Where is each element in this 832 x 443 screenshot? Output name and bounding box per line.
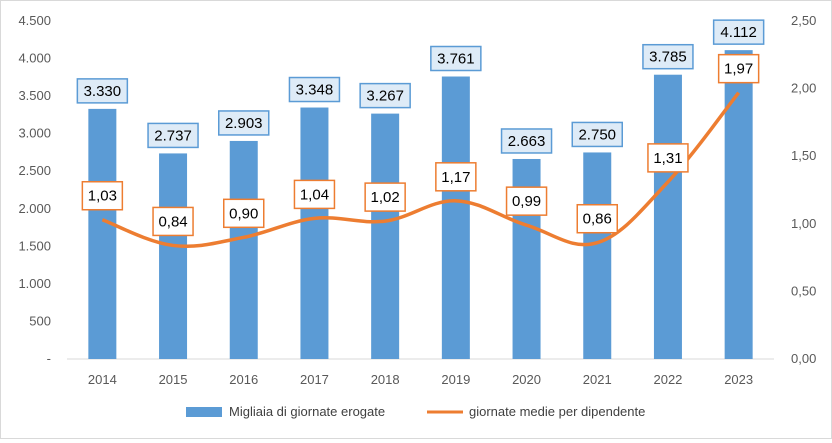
left-tick-label: 2.000 xyxy=(18,201,51,216)
line-series xyxy=(102,93,739,247)
line-label: 1,97 xyxy=(724,61,753,78)
left-tick-label: - xyxy=(47,351,51,366)
bar xyxy=(442,77,470,359)
left-tick-label: 3.000 xyxy=(18,126,51,141)
x-tick-label: 2017 xyxy=(300,372,329,387)
line-label: 1,17 xyxy=(441,169,470,186)
right-axis: 0,00 0,50 1,00 1,50 2,00 2,50 xyxy=(791,13,816,366)
bar xyxy=(300,108,328,359)
bar-label: 3.785 xyxy=(649,49,687,66)
bar-label: 4.112 xyxy=(720,24,756,41)
left-tick-label: 500 xyxy=(29,313,51,328)
legend-label-line: giornate medie per dipendente xyxy=(469,404,645,419)
bar-label: 3.348 xyxy=(296,82,334,99)
line-path xyxy=(102,93,738,247)
bar xyxy=(654,75,682,359)
bar xyxy=(583,152,611,359)
right-tick-label: 1,50 xyxy=(791,148,816,163)
line-label: 1,04 xyxy=(300,186,329,203)
legend-label-bars: Migliaia di giornate erogate xyxy=(229,404,385,419)
bar xyxy=(88,109,116,359)
x-tick-label: 2018 xyxy=(371,372,400,387)
line-label: 0,99 xyxy=(512,193,541,210)
line-label: 1,31 xyxy=(653,150,682,167)
x-tick-label: 2020 xyxy=(512,372,541,387)
left-tick-label: 4.500 xyxy=(18,13,51,28)
right-tick-label: 0,00 xyxy=(791,351,816,366)
bar-label: 3.330 xyxy=(84,83,122,100)
bar xyxy=(725,50,753,359)
line-label: 0,90 xyxy=(229,205,258,222)
bar-label: 3.761 xyxy=(437,51,475,68)
x-axis: 2014 2015 2016 2017 2018 2019 2020 2021 2022 2023 xyxy=(67,359,774,387)
line-label: 1,03 xyxy=(88,188,117,205)
x-tick-label: 2023 xyxy=(724,372,753,387)
bar-label: 2.737 xyxy=(154,127,192,144)
legend-swatch-bars xyxy=(186,407,222,417)
left-tick-label: 2.500 xyxy=(18,163,51,178)
left-tick-label: 1.500 xyxy=(18,238,51,253)
x-tick-label: 2019 xyxy=(441,372,470,387)
bar xyxy=(159,153,187,359)
x-tick-label: 2015 xyxy=(159,372,188,387)
right-tick-label: 1,00 xyxy=(791,216,816,231)
bar-label: 2.750 xyxy=(578,126,616,143)
x-tick-label: 2021 xyxy=(583,372,612,387)
line-label: 0,86 xyxy=(583,211,612,228)
x-tick-label: 2022 xyxy=(653,372,682,387)
left-axis: - 500 1.000 1.500 2.000 2.500 3.000 3.500 4.000 4… xyxy=(18,13,51,366)
line-label: 0,84 xyxy=(158,213,187,230)
bar xyxy=(371,114,399,359)
legend: Migliaia di giornate erogate giornate me… xyxy=(186,404,645,419)
bar xyxy=(230,141,258,359)
left-tick-label: 4.000 xyxy=(18,51,51,66)
right-tick-label: 2,50 xyxy=(791,13,816,28)
left-tick-label: 3.500 xyxy=(18,88,51,103)
x-tick-label: 2016 xyxy=(229,372,258,387)
right-tick-label: 2,00 xyxy=(791,81,816,96)
left-tick-label: 1.000 xyxy=(18,276,51,291)
bar-label: 2.663 xyxy=(508,133,546,150)
bar-label: 2.903 xyxy=(225,115,263,132)
bar-label: 3.267 xyxy=(366,88,404,105)
x-tick-label: 2014 xyxy=(88,372,117,387)
bar-series xyxy=(88,50,752,359)
line-label: 1,02 xyxy=(371,189,400,206)
right-tick-label: 0,50 xyxy=(791,283,816,298)
